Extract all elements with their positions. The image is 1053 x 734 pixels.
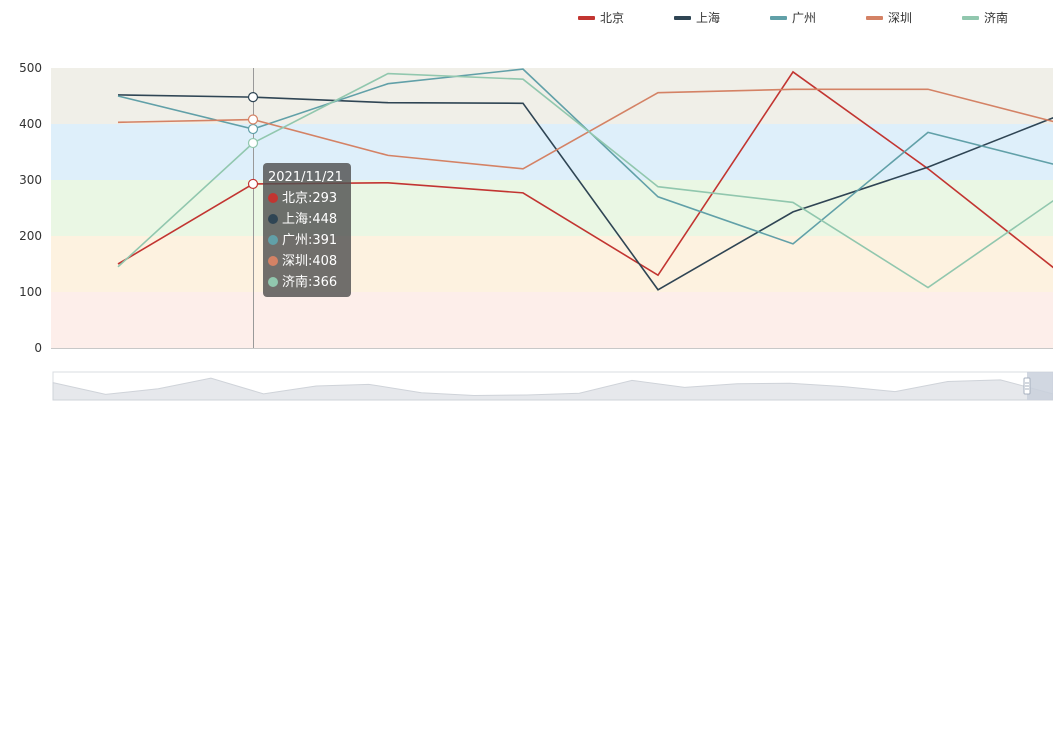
legend-label-4[interactable]: 济南 — [984, 10, 1008, 25]
tooltip-row-text: 济南:366 — [282, 275, 338, 290]
tooltip-title: 2021/11/21 — [268, 170, 343, 185]
tooltip-row-text: 上海:448 — [282, 212, 338, 227]
datazoom-handle[interactable] — [1023, 377, 1031, 395]
tooltip: 2021/11/21 北京:293 上海:448 广州:391 深圳:408 济南:36… — [263, 163, 351, 297]
series-line-4 — [117, 72, 1053, 289]
y-tick-label: 200 — [19, 229, 42, 243]
datazoom-slider — [52, 371, 1053, 401]
y-tick-label: 0 — [34, 341, 42, 355]
highlight-point-0[interactable] — [247, 178, 259, 190]
tooltip-series-dot — [268, 256, 278, 266]
legend-label-0[interactable]: 北京 — [600, 11, 624, 25]
legend-swatch-1[interactable] — [674, 16, 691, 20]
background-bands — [51, 68, 1053, 348]
tooltip-row-text: 北京:293 — [282, 191, 338, 206]
series-line-3 — [117, 88, 1053, 170]
highlight-point-1[interactable] — [247, 92, 259, 103]
series-points — [247, 92, 259, 190]
tooltip-row-text: 深圳:408 — [282, 254, 338, 269]
legend-label-3[interactable]: 深圳 — [888, 11, 912, 25]
highlight-point-2[interactable] — [247, 123, 259, 135]
background-band-2 — [51, 180, 1053, 236]
tooltip-series-dot — [268, 214, 278, 224]
datazoom-overview-area — [52, 377, 1053, 401]
tooltip-row: 北京:293 — [268, 188, 346, 209]
tooltip-series-dot — [268, 235, 278, 245]
background-band-0 — [51, 292, 1053, 348]
tooltip-row: 上海:448 — [268, 209, 346, 230]
series-lines — [117, 68, 1053, 291]
legend-swatch-2[interactable] — [770, 16, 787, 20]
legend-swatch-4[interactable] — [962, 16, 979, 20]
y-tick-label: 500 — [19, 61, 42, 75]
tooltip-row: 广州:391 — [268, 230, 346, 251]
tooltip-row-text: 广州:391 — [282, 233, 338, 248]
background-band-1 — [51, 236, 1053, 292]
y-tick-label: 400 — [19, 117, 42, 131]
legend-swatch-3[interactable] — [866, 16, 883, 20]
tooltip-series-dot — [268, 193, 278, 203]
highlight-point-3[interactable] — [247, 114, 259, 125]
tooltip-row: 深圳:408 — [268, 251, 346, 272]
datazoom-selected-window[interactable] — [1027, 372, 1053, 400]
legend: 北京 上海 广州 深圳 济南 — [578, 10, 1008, 25]
y-tick-label: 300 — [19, 173, 42, 187]
highlight-point-4[interactable] — [247, 137, 259, 149]
tooltip-row: 济南:366 — [268, 272, 346, 293]
legend-label-2[interactable]: 广州 — [792, 11, 816, 25]
legend-label-1[interactable]: 上海 — [696, 10, 720, 25]
series-line-1 — [117, 94, 1053, 291]
tooltip-series-dot — [268, 277, 278, 287]
y-tick-label: 100 — [19, 285, 42, 299]
y-axis: 0 100 200 300 400 500 — [19, 61, 42, 355]
legend-swatch-0[interactable] — [578, 16, 595, 20]
